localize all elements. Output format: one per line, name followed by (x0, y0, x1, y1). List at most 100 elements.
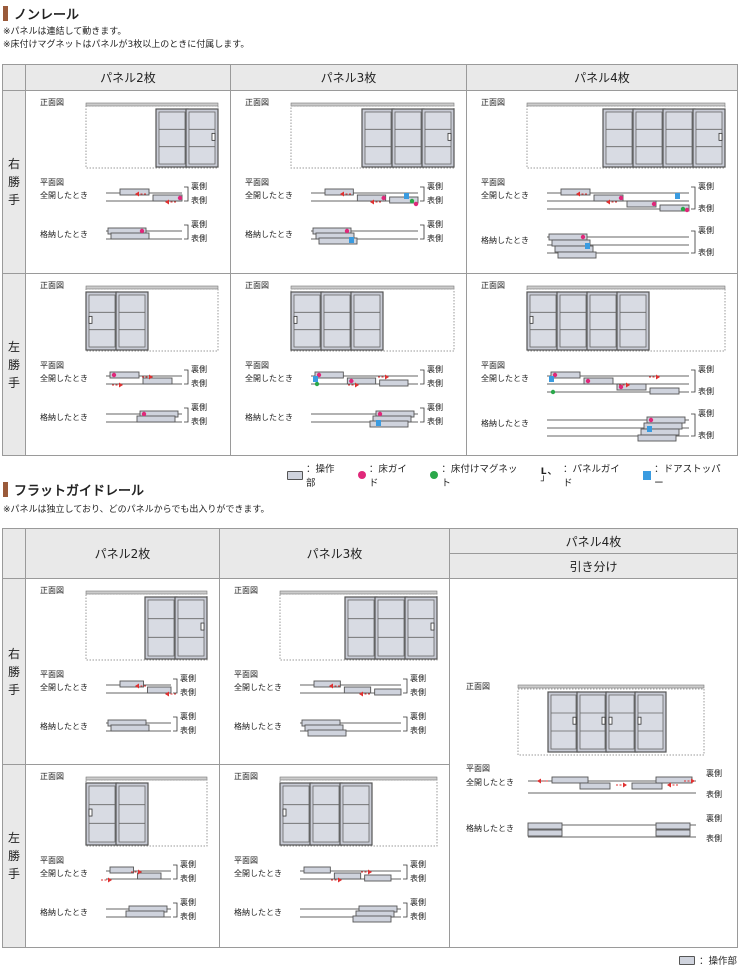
diagram-label: 表側 (410, 687, 426, 697)
floor-guide-dot (651, 201, 657, 207)
operation-bar (314, 371, 344, 379)
diagram-label: 全開したとき (40, 868, 88, 878)
legend-magnet: ：床付けマグネット (441, 464, 518, 489)
panel-frame (377, 599, 405, 657)
diagram-label: 裏側 (410, 673, 426, 683)
diagram-label: 表側 (427, 378, 443, 388)
legend-bottom: ：操作部 (679, 953, 737, 967)
opening (85, 779, 208, 847)
door-stopper-mark (549, 376, 554, 382)
panel-guide-bracket (173, 678, 178, 694)
handle-icon (601, 716, 606, 725)
handle-icon (447, 132, 452, 141)
diagram-label: 平面図 (245, 178, 269, 187)
diagram-label: 表側 (191, 416, 207, 426)
diagram-label: 表側 (410, 873, 426, 883)
diagram-label: 格納したとき (481, 235, 529, 245)
operation-bar (616, 383, 647, 391)
operation-bar (318, 237, 358, 245)
operation-bar (119, 188, 150, 196)
operation-bar (369, 420, 409, 428)
diagram-label: 裏側 (427, 402, 443, 412)
diagram-label: 裏側 (698, 364, 714, 374)
diagram-label: 平面図 (234, 670, 258, 679)
diagram-label: 全開したとき (245, 373, 293, 383)
legend-operation: ：操作部 (699, 956, 738, 967)
diagram-label: 全開したとき (234, 682, 282, 692)
arrow-head (656, 374, 660, 380)
flat-guide-table: パネル2枚 パネル3枚 パネル4枚 引き分け 右勝手 正面図 平面図 全開したとき裏… (2, 528, 738, 948)
diagram-label: 表側 (191, 233, 207, 243)
floor-guide-dot (413, 201, 419, 207)
magnet-icon (430, 471, 439, 479)
floor-guide-dot (618, 195, 624, 201)
diagram-label: 表側 (410, 911, 426, 921)
diagram-label: 平面図 (481, 178, 505, 187)
diagram-label: 裏側 (698, 181, 714, 191)
panel-frame (550, 694, 577, 750)
arrow-head (149, 374, 153, 380)
magnet-dot (409, 198, 415, 204)
arrow-head (135, 683, 139, 689)
diagram-label: 裏側 (410, 897, 426, 907)
diagram-label: 表側 (698, 386, 714, 396)
panel-frame (605, 111, 633, 165)
rail (517, 684, 705, 689)
handle-icon (637, 716, 642, 725)
diagram-label: 表側 (698, 430, 714, 440)
floor-guide-dot (111, 372, 117, 378)
operation-bar (550, 371, 581, 379)
operation-bar (136, 415, 176, 423)
diagram-label: 表側 (698, 247, 714, 257)
floor-guide-dot (377, 411, 383, 417)
diagram-label: 正面図 (40, 772, 64, 781)
operation-bar (137, 872, 162, 880)
handle-icon (88, 315, 93, 324)
col-header: パネル2枚 (25, 528, 220, 579)
col-header: パネル2枚 (25, 64, 231, 91)
arrow-head (359, 691, 363, 697)
operation-bar (374, 688, 402, 696)
diagram-cell: 正面図 平面図 全開したとき 裏側 表側 格納したとき 裏側 表側 (449, 578, 738, 948)
diagram-cell: 正面図 平面図 全開したとき 裏側 表側 格納したとき 裏側 表側 (466, 273, 738, 456)
diagram-label: 全開したとき (245, 190, 293, 200)
door-stopper-mark (349, 237, 354, 243)
row-header-left: 左勝手 (2, 764, 26, 948)
magnet-dot (680, 206, 686, 212)
legend-panel-guide: ：パネルガイド (563, 464, 620, 489)
panel-frame (188, 111, 216, 165)
diagram-label: 表側 (410, 725, 426, 735)
diagram-cell: 正面図 平面図 全開したとき 裏側 表側 格納したとき 裏側 表側 (25, 90, 231, 274)
operation-bar (125, 910, 165, 918)
opening (517, 688, 705, 756)
arrow-head (623, 782, 627, 788)
diagram-label: 正面図 (234, 772, 258, 781)
magnet-dot (314, 381, 320, 387)
diagram-label: 格納したとき (40, 229, 88, 239)
panel-guide-bracket (184, 369, 189, 385)
panel-frame (695, 111, 723, 165)
panel-guide-bracket (420, 407, 425, 423)
section1-notes: ※パネルは連結して動きます。 ※床付けマグネットはパネルが3枚以上のときに付属し… (3, 26, 249, 52)
arrow-head (667, 782, 671, 788)
operation-bar (593, 194, 624, 202)
diagram-label: 表側 (706, 789, 722, 799)
col-header: パネル4枚 (449, 528, 738, 554)
panel-frame (312, 785, 340, 843)
opening (290, 288, 455, 352)
diagram-label: 正面図 (40, 586, 64, 595)
diagram-cell: 正面図 平面図 全開したとき 裏側 表側 格納したとき 裏側 表側 (466, 90, 738, 274)
arrow-head (370, 199, 374, 205)
diagram-label: 表側 (427, 195, 443, 205)
nonrail-table: パネル2枚 パネル3枚 パネル4枚 右勝手 正面図 平面図 全開したとき 裏側 表側 格納… (2, 64, 738, 456)
floor-guide-dot (580, 234, 586, 240)
diagram-label: 全開したとき (40, 373, 88, 383)
door-stopper-mark (675, 193, 680, 199)
floor-guide-dot (139, 228, 145, 234)
section-marker (3, 6, 8, 21)
diagram-cell: 正面図 平面図 全開したとき 裏側 表側 格納したとき 裏側 表側 (25, 578, 220, 765)
